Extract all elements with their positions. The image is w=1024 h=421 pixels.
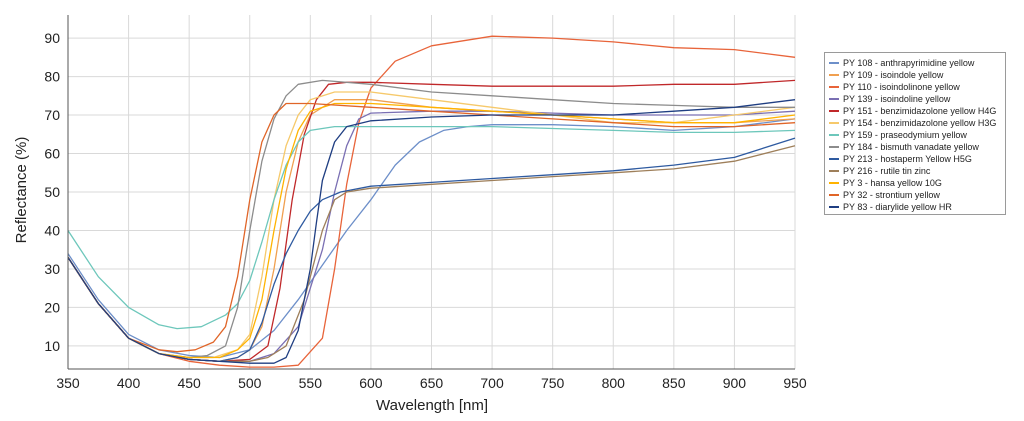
legend-label: PY 159 - praseodymium yellow <box>843 130 967 140</box>
y-tick-label: 50 <box>44 184 60 200</box>
x-tick-label: 500 <box>238 375 262 391</box>
y-tick-label: 80 <box>44 69 60 85</box>
legend-swatch <box>829 122 839 124</box>
legend-item: PY 154 - benzimidazolone yellow H3G <box>829 117 1005 129</box>
legend-swatch <box>829 170 839 172</box>
legend-swatch <box>829 206 839 208</box>
legend-swatch <box>829 146 839 148</box>
legend-swatch <box>829 62 839 64</box>
legend-item: PY 151 - benzimidazolone yellow H4G <box>829 105 1005 117</box>
legend-item: PY 3 - hansa yellow 10G <box>829 177 1005 189</box>
x-axis-title: Wavelength [nm] <box>376 397 488 414</box>
legend-label: PY 216 - rutile tin zinc <box>843 166 930 176</box>
legend-swatch <box>829 194 839 196</box>
legend-item: PY 213 - hostaperm Yellow H5G <box>829 153 1005 165</box>
legend-label: PY 213 - hostaperm Yellow H5G <box>843 154 972 164</box>
legend-item: PY 159 - praseodymium yellow <box>829 129 1005 141</box>
legend-swatch <box>829 98 839 100</box>
legend-label: PY 32 - strontium yellow <box>843 190 940 200</box>
legend-swatch <box>829 182 839 184</box>
x-tick-label: 750 <box>541 375 565 391</box>
legend-label: PY 110 - isoindolinone yellow <box>843 82 960 92</box>
y-tick-label: 30 <box>44 261 60 277</box>
x-tick-label: 800 <box>602 375 626 391</box>
legend-swatch <box>829 86 839 88</box>
x-tick-label: 550 <box>299 375 323 391</box>
y-tick-label: 60 <box>44 146 60 162</box>
reflectance-chart: 350 400 450 500 550 600 650 700 750 800 850 900 950 … <box>0 0 820 421</box>
x-tick-label: 850 <box>662 375 686 391</box>
legend-item: PY 83 - diarylide yellow HR <box>829 201 1005 213</box>
legend-label: PY 3 - hansa yellow 10G <box>843 178 942 188</box>
legend-item: PY 184 - bismuth vanadate yellow <box>829 141 1005 153</box>
x-tick-label: 900 <box>723 375 747 391</box>
legend-label: PY 151 - benzimidazolone yellow H4G <box>843 106 996 116</box>
legend-item: PY 109 - isoindole yellow <box>829 69 1005 81</box>
y-tick-label: 70 <box>44 107 60 123</box>
grid-lines <box>68 15 795 369</box>
x-tick-label: 700 <box>480 375 504 391</box>
legend-swatch <box>829 110 839 112</box>
legend-swatch <box>829 134 839 136</box>
legend-label: PY 184 - bismuth vanadate yellow <box>843 142 979 152</box>
y-axis-ticks: 10 20 30 40 50 60 70 80 90 <box>44 30 60 354</box>
legend-label: PY 83 - diarylide yellow HR <box>843 202 952 212</box>
legend-label: PY 139 - isoindoline yellow <box>843 94 950 104</box>
y-tick-label: 90 <box>44 30 60 46</box>
legend-item: PY 216 - rutile tin zinc <box>829 165 1005 177</box>
x-tick-label: 400 <box>117 375 141 391</box>
y-tick-label: 10 <box>44 338 60 354</box>
x-tick-label: 350 <box>56 375 80 391</box>
legend-label: PY 154 - benzimidazolone yellow H3G <box>843 118 996 128</box>
y-axis-title: Reflectance (%) <box>13 137 30 244</box>
x-tick-label: 600 <box>359 375 383 391</box>
legend-item: PY 108 - anthrapyrimidine yellow <box>829 57 1005 69</box>
chart-legend: PY 108 - anthrapyrimidine yellow PY 109 -… <box>824 52 1006 215</box>
legend-item: PY 139 - isoindoline yellow <box>829 93 1005 105</box>
legend-item: PY 32 - strontium yellow <box>829 189 1005 201</box>
legend-swatch <box>829 74 839 76</box>
legend-label: PY 108 - anthrapyrimidine yellow <box>843 58 974 68</box>
x-tick-label: 950 <box>783 375 807 391</box>
legend-item: PY 110 - isoindolinone yellow <box>829 81 1005 93</box>
x-tick-label: 650 <box>420 375 444 391</box>
legend-label: PY 109 - isoindole yellow <box>843 70 943 80</box>
legend-swatch <box>829 158 839 160</box>
y-tick-label: 40 <box>44 222 60 238</box>
x-axis-ticks: 350 400 450 500 550 600 650 700 750 800 850 900 950 <box>56 375 807 391</box>
y-tick-label: 20 <box>44 299 60 315</box>
x-tick-label: 450 <box>177 375 201 391</box>
